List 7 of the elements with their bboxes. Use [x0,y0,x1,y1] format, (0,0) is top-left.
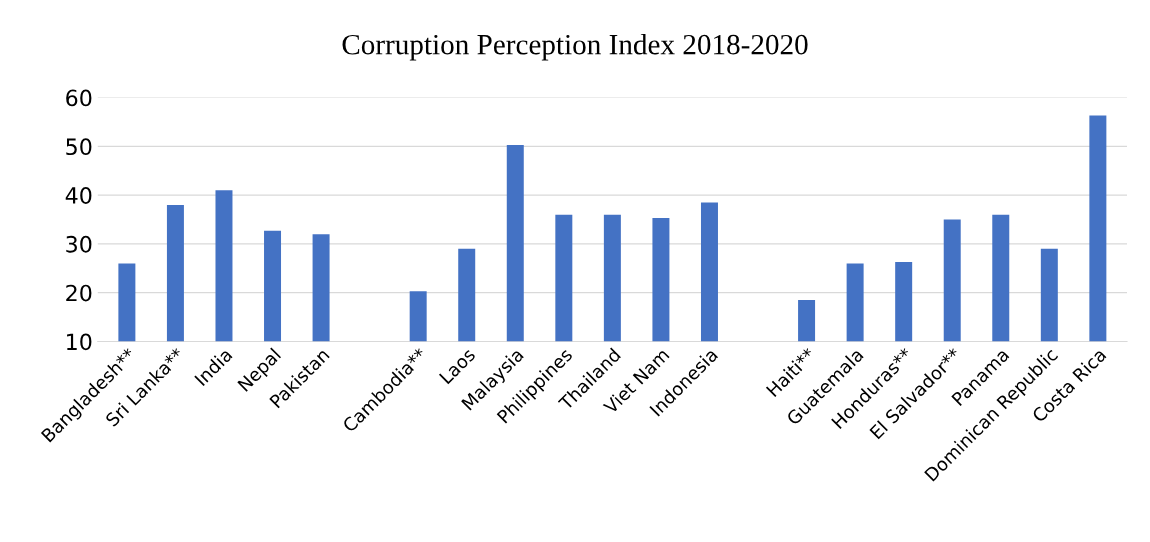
y-tick-label: 60 [66,89,92,107]
y-tick-label: 10 [67,333,92,351]
y-tick-label: 50 [66,138,92,156]
y-tick-label: 30 [66,235,92,253]
y-tick-label: 20 [66,284,92,302]
y-tick-label: 40 [65,187,92,204]
chart-title: Corruption Perception Index 2018-2020 [342,33,808,61]
